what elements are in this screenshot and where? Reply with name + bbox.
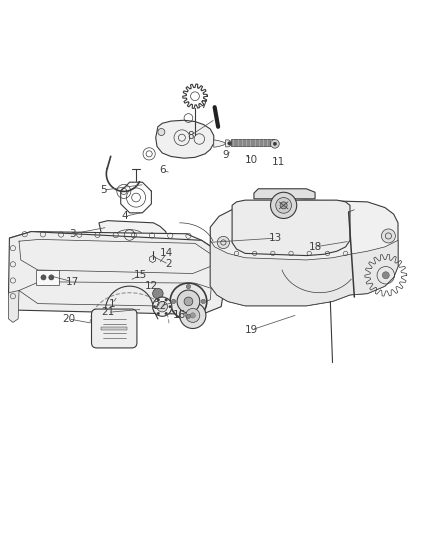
Text: 17: 17 xyxy=(66,277,79,287)
Bar xyxy=(101,327,127,330)
Bar xyxy=(231,139,274,146)
Text: 14: 14 xyxy=(160,248,173,259)
Circle shape xyxy=(276,198,291,213)
Polygon shape xyxy=(232,200,350,256)
Polygon shape xyxy=(254,189,315,199)
Circle shape xyxy=(184,297,193,306)
Circle shape xyxy=(201,299,205,304)
Text: 4: 4 xyxy=(122,211,128,221)
Text: 11: 11 xyxy=(271,157,285,167)
Text: 20: 20 xyxy=(62,314,75,324)
Text: 21: 21 xyxy=(101,308,114,317)
Circle shape xyxy=(271,192,297,219)
Text: 18: 18 xyxy=(308,242,321,252)
Text: 5: 5 xyxy=(100,185,106,195)
Circle shape xyxy=(157,302,167,312)
Polygon shape xyxy=(226,140,231,147)
Circle shape xyxy=(165,312,167,315)
Circle shape xyxy=(186,309,200,322)
Circle shape xyxy=(382,272,389,279)
Text: 12: 12 xyxy=(145,281,158,291)
Circle shape xyxy=(169,305,171,308)
Circle shape xyxy=(41,275,46,280)
Circle shape xyxy=(271,140,279,148)
Polygon shape xyxy=(210,200,398,306)
Text: 15: 15 xyxy=(134,270,147,280)
Circle shape xyxy=(273,142,277,146)
Text: 13: 13 xyxy=(269,233,283,243)
Circle shape xyxy=(49,275,54,280)
Circle shape xyxy=(177,290,200,313)
Circle shape xyxy=(228,142,231,145)
Polygon shape xyxy=(155,120,214,158)
Circle shape xyxy=(170,283,207,320)
Polygon shape xyxy=(9,290,19,322)
Text: 6: 6 xyxy=(159,165,166,175)
Circle shape xyxy=(186,314,191,318)
Polygon shape xyxy=(10,231,221,275)
Text: 8: 8 xyxy=(187,131,194,141)
Text: 9: 9 xyxy=(222,150,229,160)
Text: 16: 16 xyxy=(173,310,186,319)
FancyBboxPatch shape xyxy=(92,309,137,348)
Circle shape xyxy=(190,313,195,318)
Circle shape xyxy=(153,305,155,308)
Polygon shape xyxy=(210,240,398,306)
Circle shape xyxy=(157,312,159,315)
Circle shape xyxy=(381,229,396,243)
Text: 22: 22 xyxy=(153,301,167,311)
Polygon shape xyxy=(99,221,167,248)
Circle shape xyxy=(158,128,165,135)
Text: 19: 19 xyxy=(245,325,258,335)
Circle shape xyxy=(180,302,206,328)
Circle shape xyxy=(165,298,167,301)
Circle shape xyxy=(280,202,287,209)
Text: 7: 7 xyxy=(201,100,207,110)
Circle shape xyxy=(157,298,159,301)
Circle shape xyxy=(152,288,163,299)
Circle shape xyxy=(152,297,172,316)
Circle shape xyxy=(171,299,176,304)
Circle shape xyxy=(186,285,191,289)
Text: 3: 3 xyxy=(69,229,76,239)
Text: 10: 10 xyxy=(245,155,258,165)
Text: 1: 1 xyxy=(109,298,115,309)
Polygon shape xyxy=(9,231,223,314)
Polygon shape xyxy=(214,140,226,147)
Text: 2: 2 xyxy=(166,260,172,269)
Bar xyxy=(36,270,59,285)
Circle shape xyxy=(217,236,230,248)
